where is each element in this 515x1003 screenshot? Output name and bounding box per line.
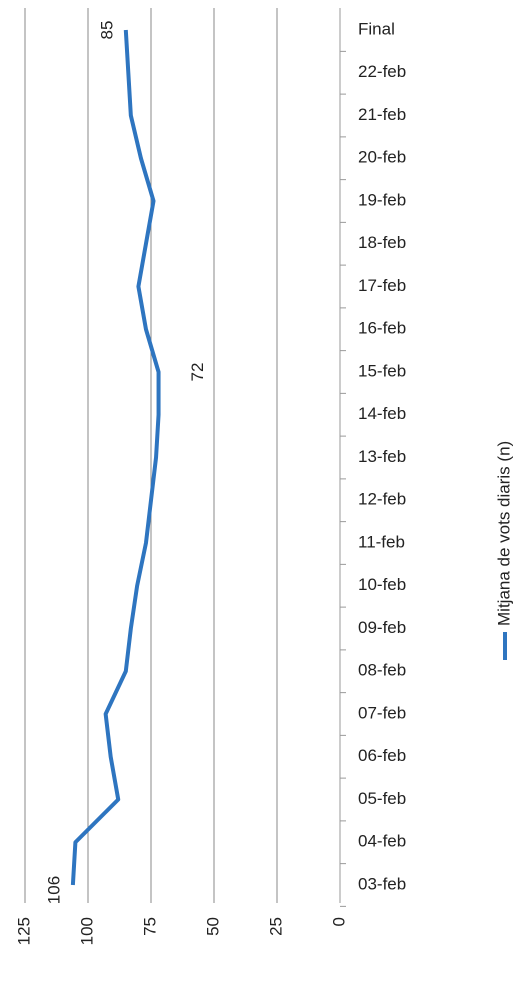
data-label: 106: [44, 876, 63, 904]
x-tick-label: 07-feb: [358, 703, 406, 722]
y-tick-label: 25: [266, 917, 285, 936]
x-tick-label: 18-feb: [358, 233, 406, 252]
y-tick-label: 50: [203, 917, 222, 936]
y-tick-label: 100: [77, 917, 96, 945]
x-tick-label: 12-feb: [358, 490, 406, 509]
rotated-chart: 0 25 50 75 100 125 03-feb 04-feb 05-feb 06-feb 07-…: [14, 8, 513, 945]
line-series: [70, 29, 161, 886]
x-tick-label: 20-feb: [358, 148, 406, 167]
y-tick-label: 125: [14, 917, 33, 945]
y-tick-label: 75: [140, 917, 159, 936]
x-tick-label: 03-feb: [358, 874, 406, 893]
x-tick-label: 05-feb: [358, 789, 406, 808]
x-tick-label: 10-feb: [358, 575, 406, 594]
data-label: 85: [97, 21, 116, 40]
x-tick-label: 14-feb: [358, 404, 406, 423]
y-tick-label: 0: [329, 917, 348, 926]
x-tick-label: 04-feb: [358, 832, 406, 851]
x-tick-label: 15-feb: [358, 361, 406, 380]
x-tick-label: 08-feb: [358, 661, 406, 680]
data-label: 72: [188, 363, 207, 382]
x-tick-label: 16-feb: [358, 319, 406, 338]
x-tick-label: 06-feb: [358, 746, 406, 765]
x-tick-label: 13-feb: [358, 447, 406, 466]
x-tick-label: 19-feb: [358, 190, 406, 209]
legend-label: Mitjana de vots diaris (n): [494, 441, 513, 626]
x-tick-label: 09-feb: [358, 618, 406, 637]
x-tick-label: 21-feb: [358, 105, 406, 124]
x-tick-label: 17-feb: [358, 276, 406, 295]
x-tick-label: 22-feb: [358, 62, 406, 81]
x-tick-label: Final: [358, 19, 395, 38]
x-tick-label: 11-feb: [358, 532, 405, 551]
